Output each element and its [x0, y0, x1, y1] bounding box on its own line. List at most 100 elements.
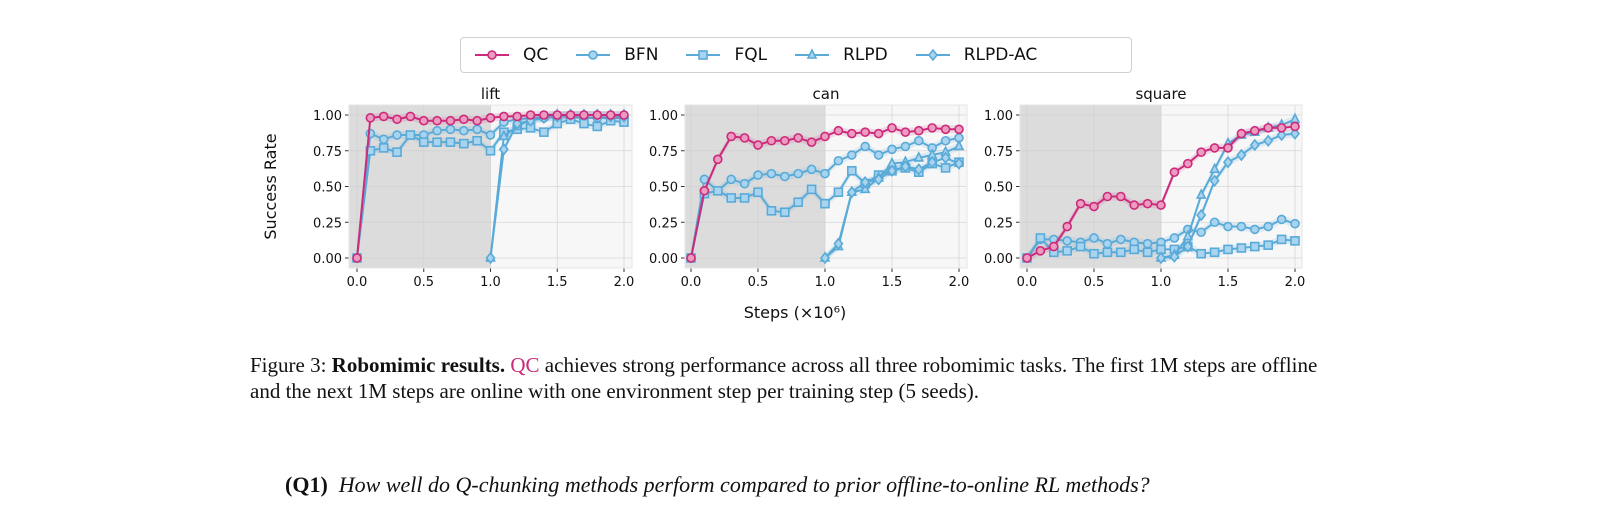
legend-item-qc: QC: [475, 45, 548, 65]
data-point: [472, 124, 482, 135]
data-point: [1263, 123, 1273, 133]
data-point: [418, 115, 429, 126]
data-point: [900, 160, 911, 173]
x-tick-label: 0.5: [1084, 275, 1105, 290]
data-point: [793, 133, 804, 143]
data-point: [405, 130, 416, 140]
diamond-marker-icon: [915, 48, 950, 62]
data-point: [405, 111, 416, 122]
data-point: [833, 187, 844, 198]
data-point: [820, 168, 830, 179]
triangle-marker-icon: [795, 48, 830, 59]
data-point: [579, 110, 589, 120]
data-point: [432, 115, 442, 126]
data-point: [833, 155, 844, 166]
data-point: [1196, 208, 1207, 222]
data-point: [445, 124, 456, 135]
data-point: [1022, 253, 1032, 263]
data-point: [1209, 247, 1220, 258]
data-point: [539, 110, 549, 120]
legend-label: FQL: [734, 45, 768, 65]
data-point: [779, 171, 790, 182]
data-point: [1155, 251, 1167, 265]
data-point: [539, 127, 549, 137]
data-point: [1236, 243, 1247, 253]
data-point: [1276, 214, 1287, 225]
subplot-square: 0.0 0.5 1.0 1.5 2.0 0.00 0.25 0.50 0.75 1.00 squar…: [984, 85, 1305, 290]
data-point: [378, 111, 389, 122]
legend-marker: [806, 48, 818, 59]
data-point: [900, 127, 911, 137]
series-rlpd-ac: [1155, 127, 1301, 265]
data-point: [619, 110, 629, 120]
data-point: [886, 164, 898, 178]
x-tick-label: 2.0: [949, 275, 970, 290]
data-point: [806, 184, 817, 195]
data-point: [753, 140, 763, 150]
data-point: [766, 168, 777, 179]
data-point: [940, 135, 951, 146]
data-point: [873, 173, 884, 186]
data-point: [846, 128, 857, 139]
data-point: [1276, 123, 1287, 133]
data-point: [1102, 247, 1113, 258]
data-point: [913, 151, 925, 162]
data-point: [1169, 233, 1180, 243]
data-point: [1075, 198, 1086, 209]
y-tick-label: 0.25: [649, 216, 678, 231]
data-point: [766, 206, 777, 216]
legend-label: RLPD: [843, 45, 888, 65]
axes-frame: [684, 104, 968, 269]
data-point: [913, 125, 924, 136]
legend-label: BFN: [624, 45, 659, 65]
data-point: [1209, 217, 1220, 228]
subplot-can: 0.0 0.5 1.0 1.5 2.0 0.00 0.25 0.50 0.75 1.00 can: [649, 85, 969, 290]
y-tick-label: 0.25: [984, 216, 1013, 231]
data-point: [779, 135, 790, 146]
data-point: [1290, 121, 1300, 132]
data-point: [512, 111, 523, 122]
y-tick-label: 0.75: [984, 145, 1013, 160]
data-point: [1089, 233, 1099, 243]
data-point: [458, 114, 469, 125]
legend-marker: [487, 50, 497, 60]
data-point: [1236, 148, 1247, 162]
data-point: [592, 110, 603, 120]
data-point: [1035, 233, 1046, 243]
data-point: [1236, 128, 1247, 139]
data-point: [1250, 224, 1260, 235]
data-point: [445, 115, 456, 126]
data-point: [860, 141, 871, 152]
data-point: [1035, 246, 1046, 256]
x-tick-label: 1.0: [480, 275, 501, 290]
data-point: [846, 185, 857, 199]
data-point: [753, 187, 763, 198]
data-point: [940, 151, 951, 165]
data-point: [1183, 158, 1193, 169]
data-point: [940, 124, 951, 135]
data-point: [1250, 125, 1260, 136]
data-point: [860, 175, 871, 189]
x-tick-label: 0.0: [1017, 275, 1038, 290]
data-point: [472, 135, 482, 146]
legend-item-rlpd-ac: RLPD-AC: [915, 45, 1037, 65]
data-point: [1223, 143, 1233, 153]
data-point: [1209, 174, 1220, 188]
data-point: [913, 135, 924, 146]
data-point: [1062, 246, 1072, 256]
data-point: [1289, 127, 1301, 140]
x-tick-label: 1.0: [1151, 275, 1172, 290]
x-tick-label: 0.5: [413, 275, 434, 290]
data-point: [1142, 247, 1153, 258]
legend-marker: [698, 50, 709, 60]
data-point: [378, 134, 389, 145]
data-point: [392, 114, 402, 125]
data-point: [766, 135, 777, 146]
data-point: [1249, 138, 1260, 152]
data-point: [525, 110, 536, 120]
data-point: [753, 170, 763, 180]
data-point: [1116, 234, 1126, 245]
data-point: [1182, 240, 1193, 253]
circle-marker-icon: [475, 50, 509, 60]
x-tick-label: 0.5: [748, 275, 769, 290]
